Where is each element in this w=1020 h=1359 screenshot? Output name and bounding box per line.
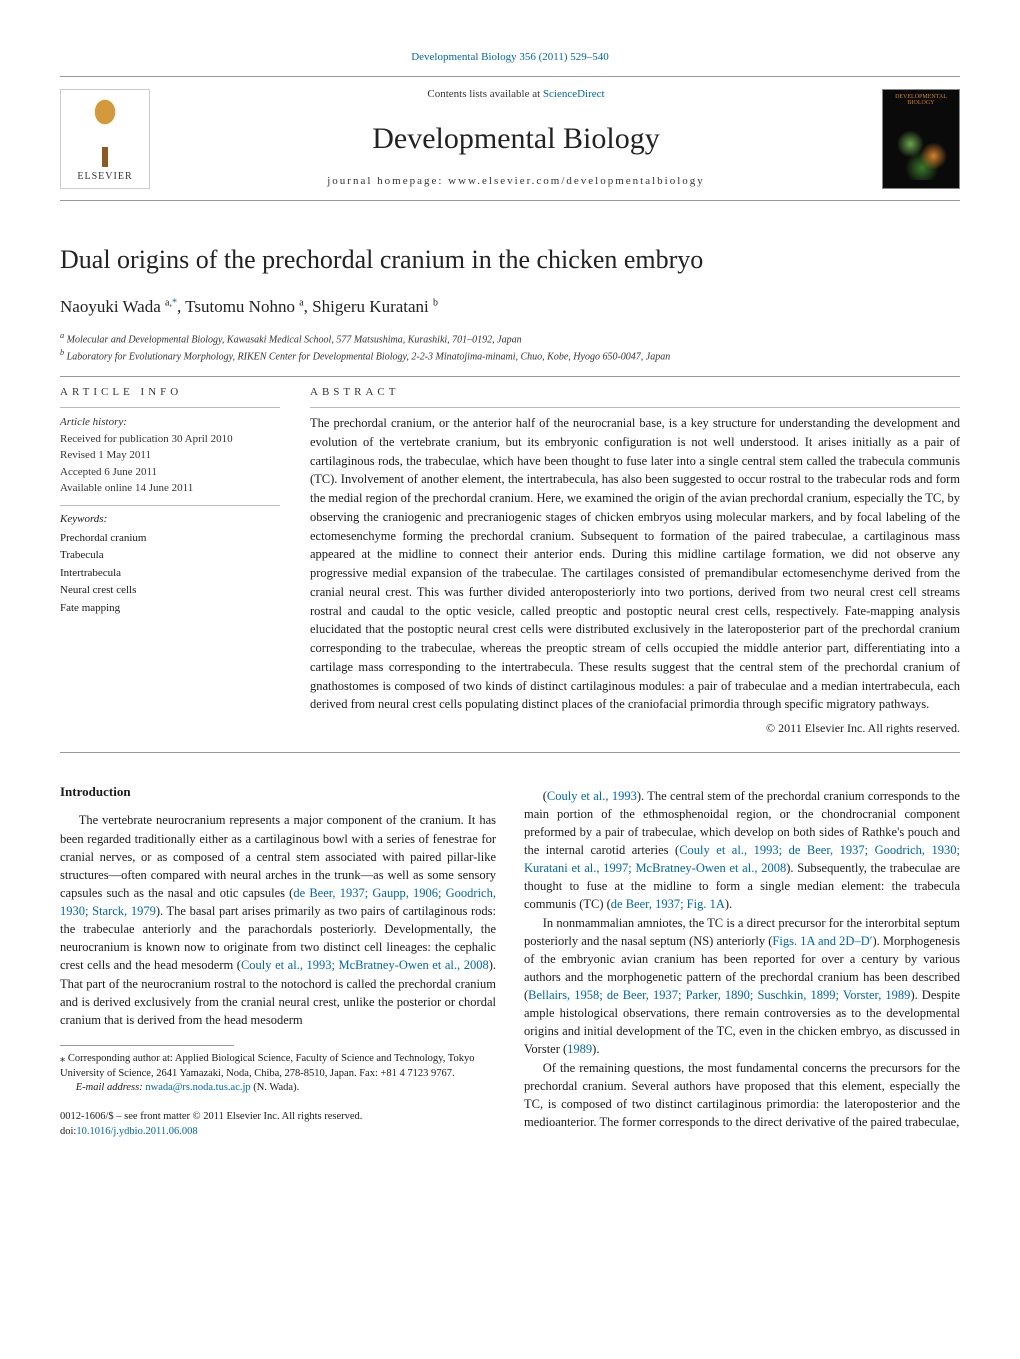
header-banner: ELSEVIER Contents lists available at Sci…: [60, 76, 960, 201]
elsevier-label: ELSEVIER: [77, 167, 132, 188]
cover-thumb-title: DEVELOPMENTAL BIOLOGY: [887, 94, 955, 107]
doi-link[interactable]: 10.1016/j.ydbio.2011.06.008: [76, 1126, 197, 1137]
history-item: Available online 14 June 2011: [60, 480, 280, 497]
abstract-column: ABSTRACT The prechordal cranium, or the …: [310, 385, 960, 737]
author-1-aff: a,: [165, 297, 172, 308]
body-paragraph: The vertebrate neurocranium represents a…: [60, 811, 496, 1029]
author-3: , Shigeru Kuratani: [304, 297, 433, 316]
right-column: (Couly et al., 1993). The central stem o…: [524, 783, 960, 1140]
article-info-label: ARTICLE INFO: [60, 385, 280, 401]
article-title: Dual origins of the prechordal cranium i…: [60, 241, 960, 279]
history-label: Article history:: [60, 414, 280, 431]
info-rule: [60, 407, 280, 408]
keywords-list: Prechordal cranium Trabecula Intertrabec…: [60, 530, 280, 618]
history-item: Revised 1 May 2011: [60, 447, 280, 464]
author-2: , Tsutomu Nohno: [177, 297, 299, 316]
banner-center: Contents lists available at ScienceDirec…: [150, 87, 882, 190]
section-rule: [60, 752, 960, 753]
bottom-matter: 0012-1606/$ – see front matter © 2011 El…: [60, 1110, 496, 1139]
sciencedirect-link[interactable]: ScienceDirect: [543, 88, 605, 100]
doi-prefix: doi:: [60, 1126, 76, 1137]
issn-line: 0012-1606/$ – see front matter © 2011 El…: [60, 1110, 496, 1125]
keyword-item: Intertrabecula: [60, 565, 280, 583]
section-rule: [60, 376, 960, 377]
authors-line: Naoyuki Wada a,*, Tsutomu Nohno a, Shige…: [60, 295, 960, 320]
asterisk-icon: ⁎: [60, 1053, 68, 1064]
footnote-rule: [60, 1045, 234, 1046]
elsevier-logo: ELSEVIER: [60, 89, 150, 189]
info-rule: [60, 505, 280, 506]
abstract-rule: [310, 407, 960, 408]
email-footnote: E-mail address: nwada@rs.noda.tus.ac.jp …: [60, 1081, 496, 1096]
introduction-heading: Introduction: [60, 783, 496, 802]
journal-title: Developmental Biology: [150, 117, 882, 161]
keyword-item: Fate mapping: [60, 600, 280, 618]
info-abstract-row: ARTICLE INFO Article history: Received f…: [60, 385, 960, 737]
article-info-column: ARTICLE INFO Article history: Received f…: [60, 385, 280, 737]
journal-reference: Developmental Biology 356 (2011) 529–540: [60, 50, 960, 66]
email-label: E-mail address:: [76, 1082, 143, 1093]
affiliations: a Molecular and Developmental Biology, K…: [60, 330, 960, 365]
keyword-item: Trabecula: [60, 547, 280, 565]
body-columns: Introduction The vertebrate neurocranium…: [60, 783, 960, 1140]
keyword-item: Neural crest cells: [60, 582, 280, 600]
keywords-label: Keywords:: [60, 512, 280, 528]
author-3-aff: b: [433, 297, 438, 308]
author-1: Naoyuki Wada: [60, 297, 165, 316]
history-item: Received for publication 30 April 2010: [60, 431, 280, 448]
elsevier-tree-icon: [75, 97, 135, 167]
email-link[interactable]: nwada@rs.noda.tus.ac.jp: [145, 1082, 250, 1093]
contents-line: Contents lists available at ScienceDirec…: [150, 87, 882, 103]
history-item: Accepted 6 June 2011: [60, 464, 280, 481]
keyword-item: Prechordal cranium: [60, 530, 280, 548]
email-paren: (N. Wada).: [253, 1082, 299, 1093]
contents-prefix: Contents lists available at: [427, 88, 542, 100]
body-paragraph: Of the remaining questions, the most fun…: [524, 1059, 960, 1132]
article-history: Article history: Received for publicatio…: [60, 414, 280, 497]
abstract-text: The prechordal cranium, or the anterior …: [310, 414, 960, 714]
abstract-label: ABSTRACT: [310, 385, 960, 401]
body-paragraph: (Couly et al., 1993). The central stem o…: [524, 787, 960, 914]
doi-line: doi:10.1016/j.ydbio.2011.06.008: [60, 1125, 496, 1140]
homepage-prefix: journal homepage:: [327, 175, 448, 187]
corresponding-text: Corresponding author at: Applied Biologi…: [60, 1053, 474, 1079]
journal-homepage-line: journal homepage: www.elsevier.com/devel…: [150, 174, 882, 190]
affiliation-a: a Molecular and Developmental Biology, K…: [60, 330, 960, 347]
abstract-copyright: © 2011 Elsevier Inc. All rights reserved…: [310, 720, 960, 737]
corresponding-author-footnote: ⁎ Corresponding author at: Applied Biolo…: [60, 1052, 496, 1081]
homepage-url[interactable]: www.elsevier.com/developmentalbiology: [448, 175, 705, 187]
body-paragraph: In nonmammalian amniotes, the TC is a di…: [524, 914, 960, 1059]
affiliation-b: b Laboratory for Evolutionary Morphology…: [60, 347, 960, 364]
left-column: Introduction The vertebrate neurocranium…: [60, 783, 496, 1140]
journal-cover-thumbnail: DEVELOPMENTAL BIOLOGY: [882, 89, 960, 189]
